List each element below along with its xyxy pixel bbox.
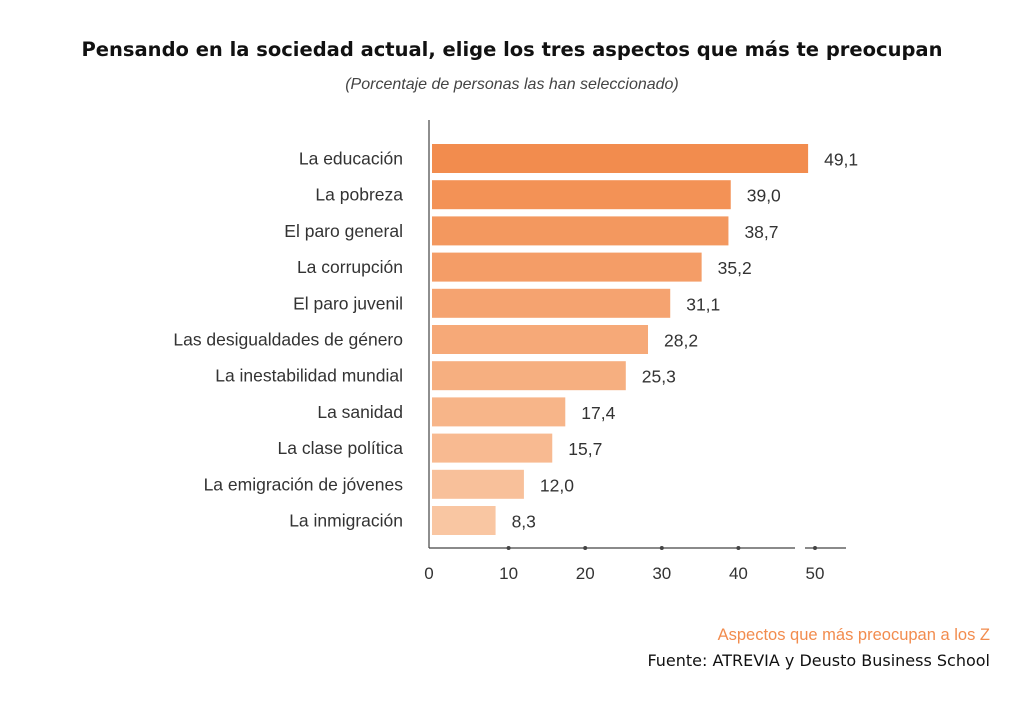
data-label: 35,2 — [718, 258, 752, 278]
data-label: 31,1 — [686, 294, 720, 314]
data-label: 17,4 — [581, 403, 615, 423]
bar — [432, 144, 809, 173]
x-tick-mark — [736, 546, 741, 550]
data-label: 38,7 — [744, 222, 778, 242]
bar — [432, 325, 649, 354]
x-tick-label: 0 — [424, 564, 433, 583]
x-tick-mark — [506, 546, 511, 550]
data-label: 28,2 — [664, 331, 698, 351]
footer-note: Aspectos que más preocupan a los Z — [717, 626, 990, 644]
category-label: Las desigualdades de género — [173, 330, 403, 350]
data-label: 8,3 — [512, 512, 536, 532]
bar — [432, 288, 671, 318]
x-tick-mark — [583, 546, 588, 550]
x-tick-mark — [813, 546, 817, 550]
bar — [432, 433, 553, 463]
data-label: 15,7 — [568, 439, 602, 459]
data-label: 39,0 — [747, 186, 781, 206]
bar — [432, 180, 731, 210]
x-tick-label: 40 — [729, 564, 748, 583]
data-label: 49,1 — [824, 150, 858, 170]
category-label: El paro general — [284, 221, 403, 241]
x-tick-label: 30 — [652, 564, 671, 583]
data-label: 12,0 — [540, 475, 574, 495]
chart-title: Pensando en la sociedad actual, elige lo… — [81, 38, 943, 61]
x-tick-label: 20 — [576, 564, 595, 583]
bar — [432, 397, 566, 427]
category-label: La educación — [299, 149, 403, 169]
x-tick-mark — [659, 546, 664, 550]
category-label: La corrupción — [297, 257, 403, 277]
category-label: La emigración de jóvenes — [204, 474, 404, 494]
category-label: La inmigración — [289, 511, 403, 531]
bar — [432, 469, 524, 499]
x-tick-label: 10 — [499, 564, 518, 583]
bar — [432, 252, 702, 282]
bar — [432, 506, 496, 535]
bar — [432, 216, 729, 246]
category-label: La sanidad — [317, 402, 403, 422]
category-label: La pobreza — [315, 185, 403, 205]
chart-subtitle: (Porcentaje de personas las han seleccio… — [345, 76, 679, 93]
bar — [432, 361, 626, 391]
x-tick-label: 50 — [806, 564, 825, 583]
category-label: La inestabilidad mundial — [215, 366, 403, 386]
category-label: La clase política — [278, 438, 404, 458]
footer-source: Fuente: ATREVIA y Deusto Business School — [647, 651, 990, 670]
category-label: El paro juvenil — [293, 293, 403, 313]
data-label: 25,3 — [642, 367, 676, 387]
